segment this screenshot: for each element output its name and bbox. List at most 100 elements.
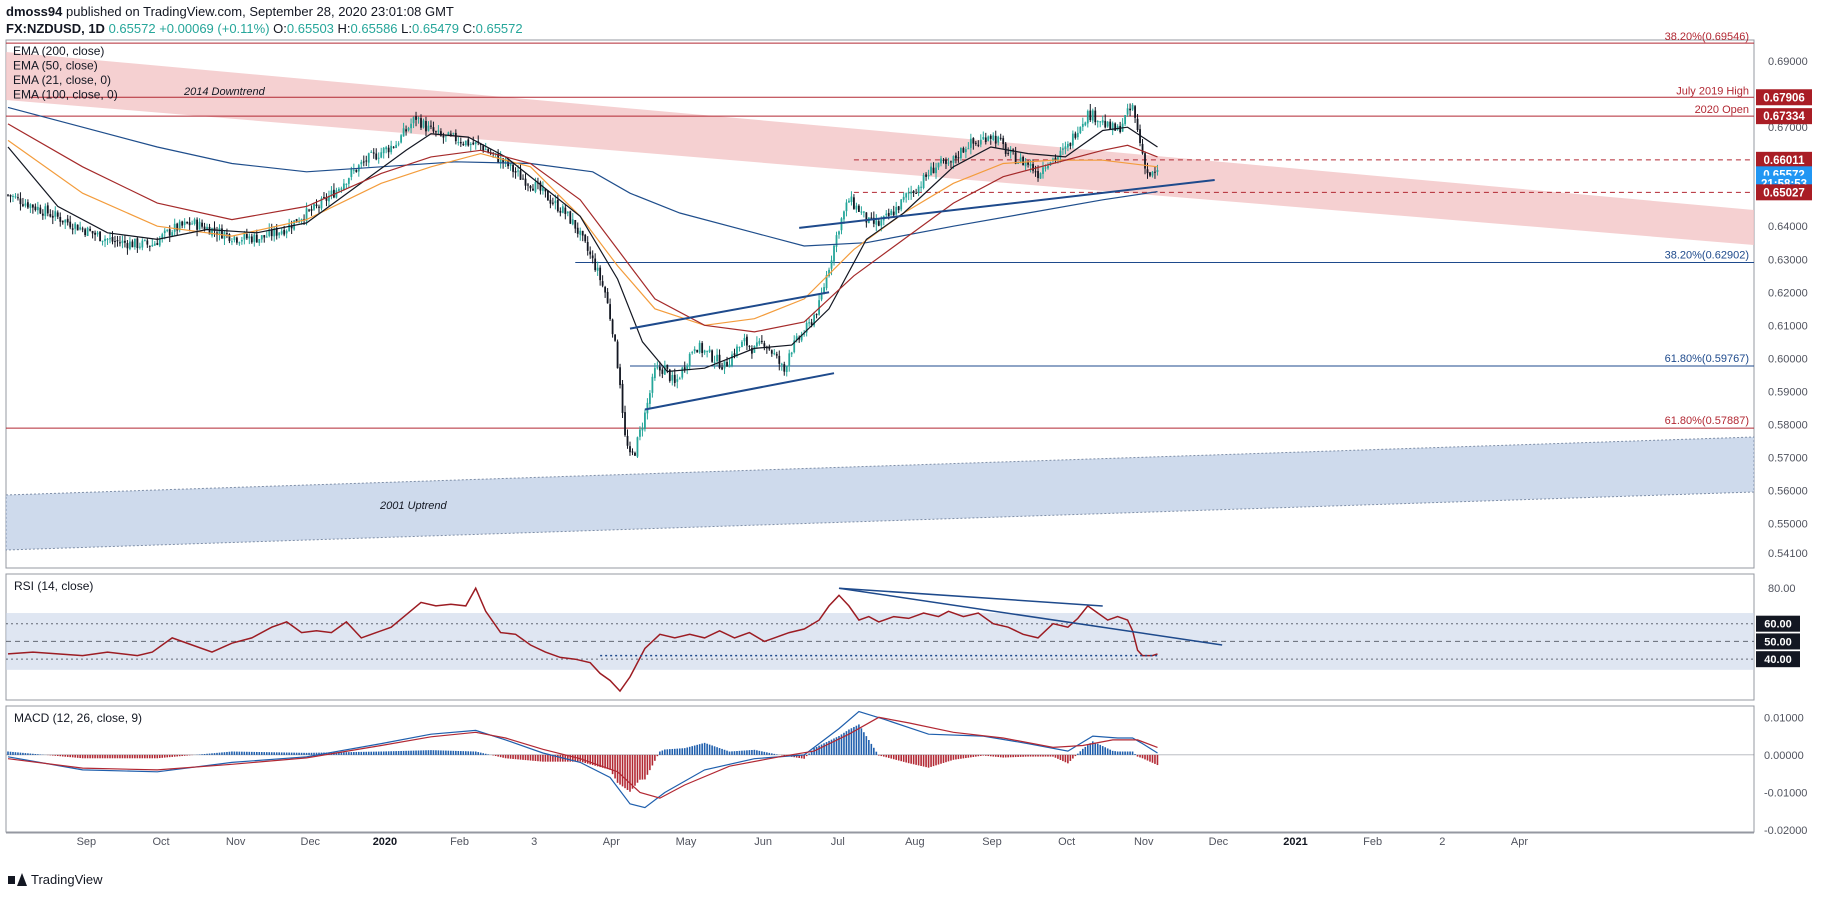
macd-axis-tick: -0.02000 xyxy=(1764,825,1807,837)
candle-body xyxy=(79,227,82,230)
candle-body xyxy=(437,130,440,132)
fib-61-low-label: 61.80%(0.57887) xyxy=(1665,415,1749,427)
candle-body xyxy=(686,365,689,370)
ema-legend-item: EMA (200, close) xyxy=(13,44,104,58)
price-axis-tick: 0.64000 xyxy=(1768,221,1808,233)
candle-body xyxy=(542,187,544,191)
price-badge: 0.65027 xyxy=(1756,184,1812,201)
candle-body xyxy=(454,132,457,142)
macd-axis-tick: 0.00000 xyxy=(1764,750,1804,762)
fib-38-label: 38.20%(0.62902) xyxy=(1665,249,1749,261)
candle-body xyxy=(109,238,111,240)
close-label: C: xyxy=(462,21,476,36)
candle-body xyxy=(245,233,248,239)
candle-body xyxy=(1037,171,1039,179)
candle-body xyxy=(387,147,390,153)
candle-body xyxy=(691,352,694,354)
candle-body xyxy=(773,353,776,355)
candle-body xyxy=(1149,172,1151,176)
candle-body xyxy=(616,341,619,369)
time-axis-tick: Nov xyxy=(1134,836,1154,848)
candle-body xyxy=(1141,143,1144,154)
candle-body xyxy=(581,230,584,236)
candle-body xyxy=(86,227,89,237)
candle-body xyxy=(320,198,323,209)
candle-body xyxy=(676,379,679,382)
candle-body xyxy=(148,245,151,247)
candle-body xyxy=(549,199,552,204)
candle-body xyxy=(1084,122,1087,126)
candle-body xyxy=(574,220,577,229)
candle-body xyxy=(111,236,114,242)
candle-body xyxy=(1094,110,1097,123)
candle-body xyxy=(440,131,442,136)
candle-body xyxy=(193,219,196,224)
price-pane: 2014 Downtrend 2001 Uptrend July 2019 High… xyxy=(5,31,1755,551)
candle-body xyxy=(44,206,47,217)
rsi-badge-box xyxy=(1756,615,1800,632)
candle-body xyxy=(1079,126,1082,133)
candle-body xyxy=(892,211,895,216)
candle-body xyxy=(17,197,19,199)
rsi-trend-line xyxy=(838,587,1103,607)
candle-body xyxy=(435,131,437,133)
candle-body xyxy=(763,343,766,347)
rising-channel-upper-line xyxy=(629,291,830,330)
candle-body xyxy=(1126,108,1129,115)
high-label: H: xyxy=(337,21,351,36)
candle-body xyxy=(803,333,806,335)
candle-body xyxy=(208,226,211,235)
macd-line xyxy=(7,710,1158,809)
candle-body xyxy=(887,212,890,216)
price-axis-tick: 0.56000 xyxy=(1768,485,1808,497)
candle-body xyxy=(290,225,293,229)
candle-body xyxy=(962,148,965,153)
close-value: 0.65572 xyxy=(475,21,523,36)
candle-body xyxy=(917,186,920,194)
candle-body xyxy=(1069,142,1072,147)
candle-body xyxy=(342,183,345,190)
candle-body xyxy=(1019,157,1022,162)
candle-body xyxy=(945,159,947,164)
candle-body xyxy=(345,183,348,185)
candle-body xyxy=(158,238,161,246)
candle-body xyxy=(614,334,616,341)
candle-body xyxy=(810,322,813,325)
rsi-pane: RSI (14, close) xyxy=(6,579,1754,693)
candle-body xyxy=(1154,171,1156,173)
candle-body xyxy=(462,144,465,146)
price-badge-text: 0.67334 xyxy=(1763,111,1805,123)
candle-body xyxy=(900,199,903,210)
candle-body xyxy=(313,204,315,210)
high-value: 0.65586 xyxy=(350,21,398,36)
candle-body xyxy=(872,217,875,224)
candle-body xyxy=(188,222,191,226)
low-label: L: xyxy=(401,21,412,36)
candle-body xyxy=(203,226,206,231)
candle-body xyxy=(955,155,957,159)
candle-body xyxy=(116,240,119,242)
candle-body xyxy=(395,144,398,149)
candle-body xyxy=(459,141,462,144)
candle-body xyxy=(362,161,365,163)
candle-body xyxy=(449,133,452,135)
candle-body xyxy=(432,127,435,132)
price-badge: 0.67906 xyxy=(1756,89,1812,106)
price-axis-tick: 0.54100 xyxy=(1768,548,1808,560)
author[interactable]: dmoss94 xyxy=(6,4,63,19)
candle-body xyxy=(221,228,223,239)
candle-body xyxy=(964,149,967,153)
candle-body xyxy=(407,127,410,131)
candle-body xyxy=(310,209,313,211)
candle-body xyxy=(512,164,514,172)
candle-body xyxy=(808,322,811,324)
candle-body xyxy=(377,157,380,159)
candle-body xyxy=(760,340,763,343)
rsi-badge: 60.00 xyxy=(1756,615,1800,632)
candle-body xyxy=(663,365,666,375)
rsi-badge-text: 40.00 xyxy=(1764,654,1792,666)
candle-body xyxy=(1114,123,1117,131)
candle-body xyxy=(335,190,338,198)
tradingview-logo[interactable]: TradingView xyxy=(8,872,103,887)
